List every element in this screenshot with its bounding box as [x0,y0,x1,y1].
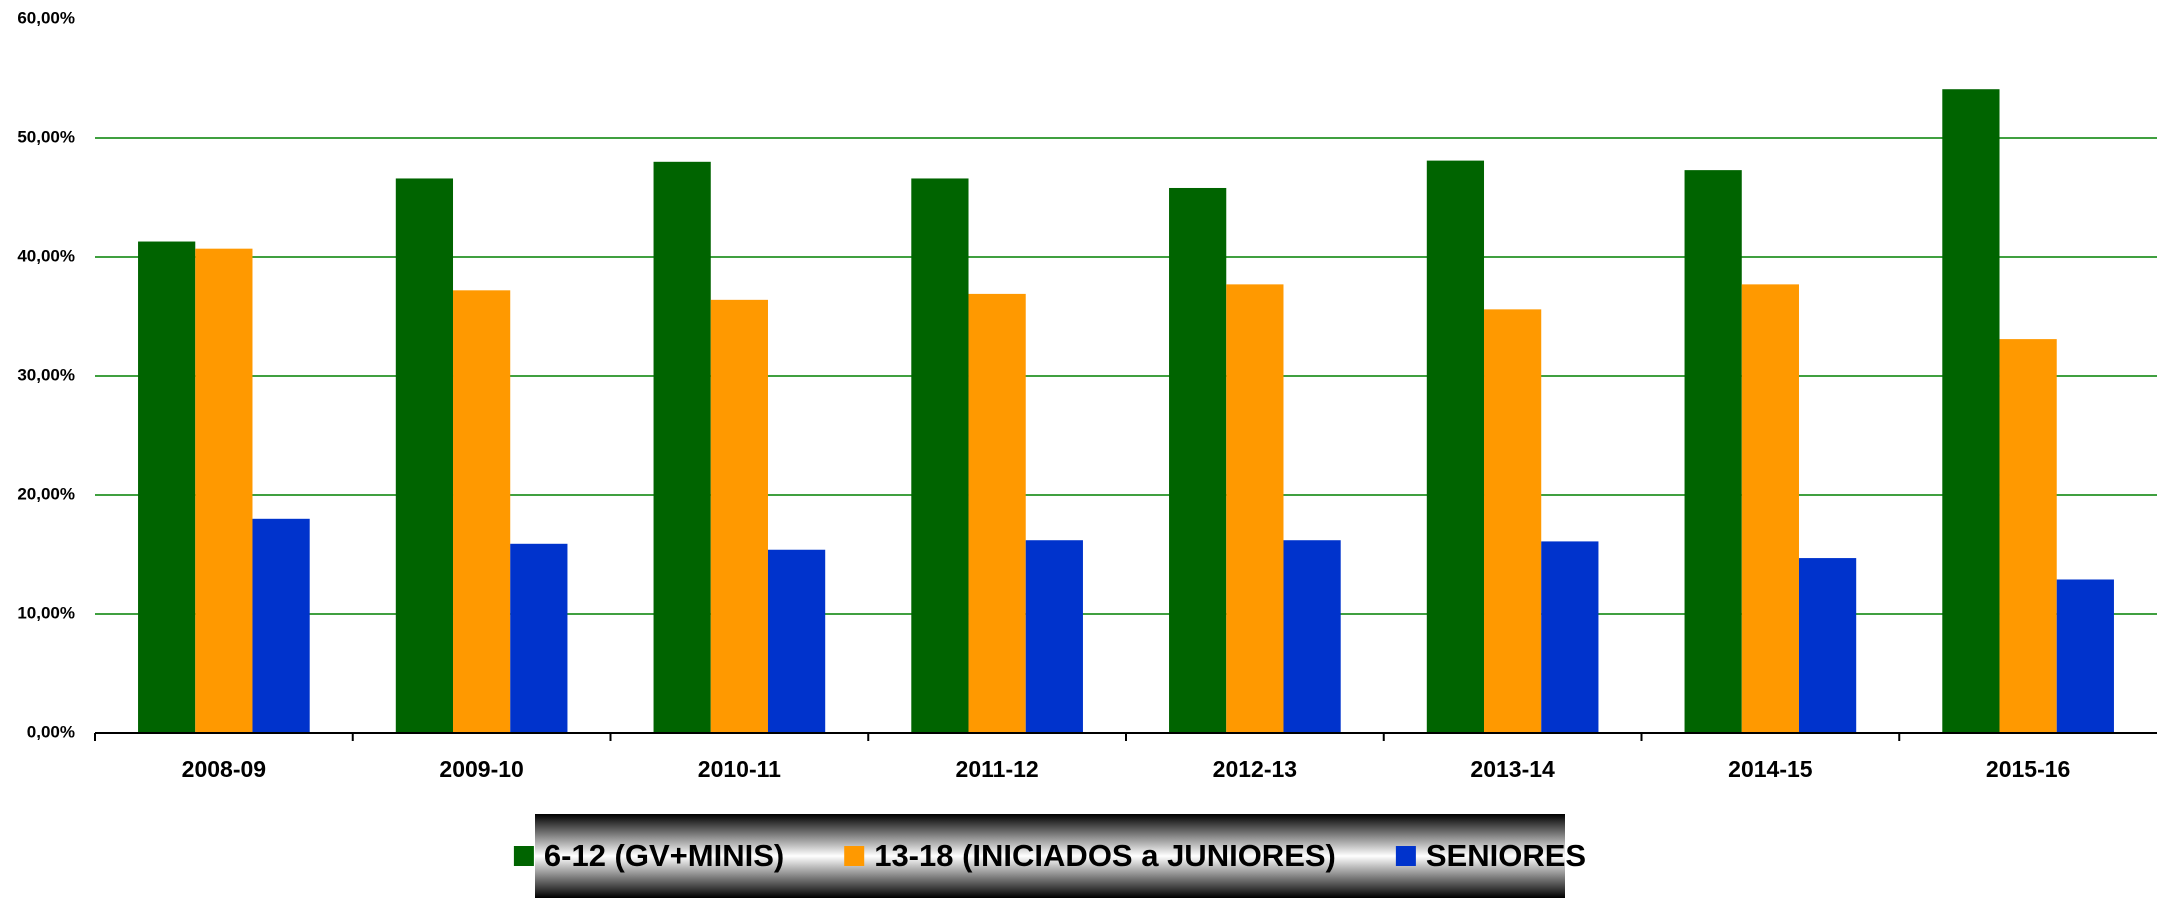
y-tick-label: 60,00% [17,8,75,27]
bar [138,241,196,733]
bar [1283,540,1341,733]
bar [195,248,253,734]
x-tick-label: 2013-14 [1470,756,1555,782]
bar [395,178,454,733]
bar [710,299,768,733]
bar [1169,187,1227,734]
legend-swatch [844,846,865,866]
bar [1684,170,1742,733]
x-tick-label: 2011-12 [956,756,1039,782]
legend-box [535,814,1565,898]
legend-label: SENIORES [1426,838,1586,873]
x-tick-label: 2012-13 [1213,756,1297,782]
legend-swatch [513,846,534,866]
bar [1541,541,1599,733]
x-tick-label: 2010-11 [698,756,781,782]
bar [653,161,711,734]
legend-swatch [1395,846,1416,866]
bar [453,290,511,733]
bar [1942,89,2000,733]
x-tick-label: 2008-09 [182,756,266,782]
bar [510,543,568,733]
legend-label: 6-12 (GV+MINIS) [544,838,784,873]
bar [1741,284,1799,733]
bar [1798,558,1857,733]
y-tick-label: 30,00% [17,365,75,384]
y-tick-label: 20,00% [17,484,75,503]
bar [1226,284,1284,733]
x-tick-label: 2015-16 [1986,756,2070,782]
x-tick-label: 2014-15 [1728,756,1813,782]
y-tick-label: 50,00% [17,127,75,146]
bar [968,293,1026,733]
bar [1426,160,1485,734]
x-tick-label: 2009-10 [439,756,523,782]
bar [767,549,826,733]
bar [1999,339,2057,733]
bar [1484,309,1542,733]
y-tick-label: 0,00% [27,722,75,741]
y-tick-label: 10,00% [17,603,75,622]
legend-label: 13-18 (INICIADOS a JUNIORES) [874,838,1336,873]
bar [2056,579,2114,733]
bar [911,178,969,733]
bar [252,518,310,733]
y-tick-label: 40,00% [17,246,75,265]
bar [1025,540,1083,733]
